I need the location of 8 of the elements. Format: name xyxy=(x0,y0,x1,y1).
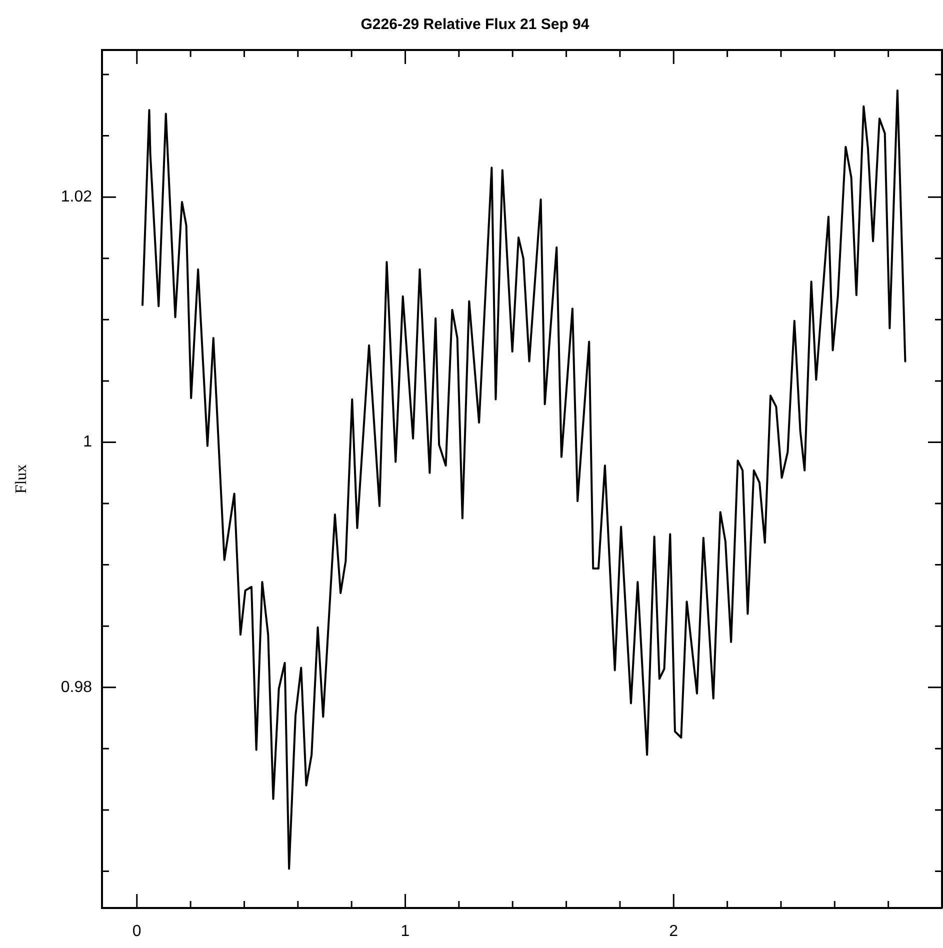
chart-title: G226-29 Relative Flux 21 Sep 94 xyxy=(360,16,590,34)
y-tick-label: 0.98 xyxy=(60,678,92,696)
y-tick-label: 1 xyxy=(83,434,92,451)
x-tick-label: 0 xyxy=(132,923,142,940)
x-tick-label: 1 xyxy=(400,923,410,940)
y-tick-label: 1.02 xyxy=(60,188,92,206)
y-axis-title: Flux xyxy=(12,464,30,494)
x-tick-label: 2 xyxy=(669,923,678,940)
